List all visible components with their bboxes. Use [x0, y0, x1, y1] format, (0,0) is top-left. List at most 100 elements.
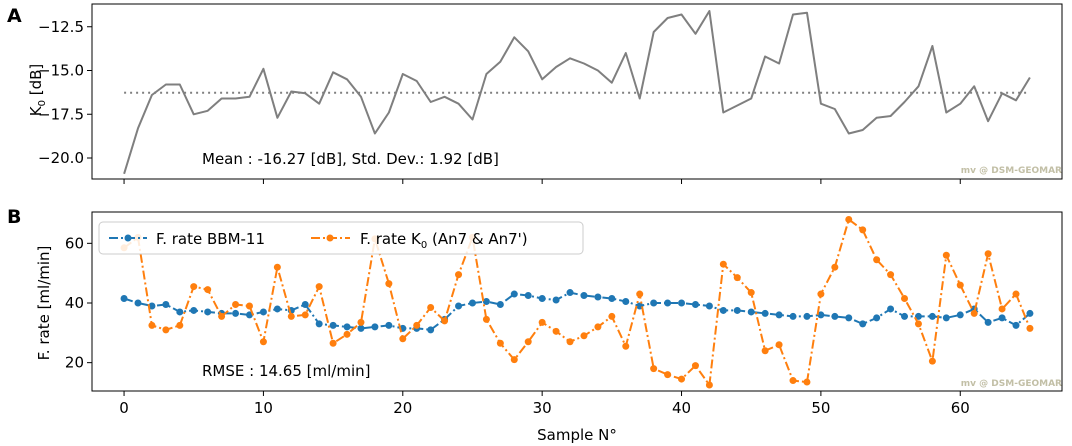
- data-point: [859, 226, 867, 234]
- data-point: [901, 312, 909, 320]
- data-point: [608, 295, 616, 303]
- data-point: [970, 309, 978, 317]
- data-point: [803, 378, 811, 386]
- legend-label-k0: F. rate K0 (An7 & An7'): [360, 230, 528, 251]
- data-point: [845, 215, 853, 223]
- data-point: [594, 323, 602, 331]
- data-point: [538, 318, 546, 326]
- data-point: [928, 357, 936, 365]
- data-point: [873, 314, 881, 322]
- panel-b-frame: [91, 211, 1063, 392]
- data-point: [413, 321, 421, 329]
- data-point: [831, 263, 839, 271]
- panel-a-ylabel: K0 [dB]: [27, 64, 48, 117]
- data-point: [678, 375, 686, 383]
- data-point: [148, 302, 156, 310]
- data-point: [817, 311, 825, 319]
- data-point: [942, 314, 950, 322]
- data-point: [719, 260, 727, 268]
- data-point: [273, 305, 281, 313]
- panel-a-watermark: mv @ DSM-GEOMAR: [961, 166, 1062, 176]
- data-point: [524, 338, 532, 346]
- data-point: [691, 362, 699, 370]
- data-point: [622, 298, 630, 305]
- panel-a-ticks: −20.0 −17.5 −15.0 −12.5: [38, 18, 961, 184]
- panel-b-label: B: [7, 206, 21, 228]
- data-point: [608, 312, 616, 320]
- x-tick-label: 40: [672, 399, 691, 417]
- series-line-b-0: [123, 291, 1031, 331]
- y-tick-label: 60: [65, 234, 84, 252]
- data-point: [343, 330, 351, 338]
- data-point: [984, 250, 992, 258]
- panel-b-ylabel: F. rate [ml/min]: [35, 246, 53, 361]
- data-point: [315, 283, 323, 291]
- legend-label-bbm: F. rate BBM-11: [156, 230, 265, 248]
- data-point: [747, 308, 755, 316]
- data-point: [204, 308, 212, 316]
- data-point: [427, 326, 435, 334]
- panel-a: A K0 [dB] −20.0 −17.5 −15.0 −12.5 Mean : -1…: [7, 3, 1063, 184]
- data-point: [1026, 324, 1034, 332]
- panel-a-frame: [91, 3, 1063, 180]
- data-point: [455, 302, 463, 310]
- y-tick-label: 40: [65, 294, 84, 312]
- data-point: [218, 312, 226, 320]
- data-point: [232, 300, 240, 308]
- data-point: [301, 311, 309, 319]
- data-point: [719, 306, 727, 314]
- data-point: [747, 289, 755, 297]
- data-point: [678, 299, 686, 307]
- data-point: [998, 314, 1006, 322]
- data-point: [468, 299, 476, 307]
- data-point: [803, 312, 811, 320]
- data-point: [705, 381, 713, 389]
- panel-a-series: [123, 10, 1031, 175]
- panel-a-annotation: Mean : -16.27 [dB], Std. Dev.: 1.92 [dB]: [202, 150, 499, 168]
- data-point: [831, 312, 839, 320]
- panel-b: B F. rate [ml/min] 0 10 20 30 40 50 60 20 40 60 R…: [7, 206, 1063, 444]
- data-point: [775, 341, 783, 349]
- legend-label-k0-rest: (An7 & An7'): [427, 230, 527, 248]
- data-point: [427, 303, 435, 311]
- data-point: [887, 271, 895, 279]
- data-point: [789, 377, 797, 385]
- data-point: [873, 256, 881, 264]
- legend-label-k0-sub: 0: [421, 240, 427, 251]
- data-point: [287, 312, 295, 320]
- panel-a-label: A: [7, 5, 22, 27]
- data-point: [496, 300, 504, 308]
- data-point: [636, 290, 644, 298]
- data-point: [259, 308, 267, 316]
- data-point: [120, 295, 128, 303]
- data-point: [204, 286, 212, 294]
- data-point: [441, 317, 449, 325]
- data-point: [901, 295, 909, 303]
- data-point: [859, 320, 867, 328]
- data-point: [845, 314, 853, 322]
- data-point: [566, 289, 574, 297]
- data-point: [650, 299, 658, 307]
- data-point: [259, 338, 267, 346]
- data-point: [705, 302, 713, 310]
- data-point: [399, 335, 407, 343]
- data-point: [273, 263, 281, 271]
- data-point: [664, 299, 672, 307]
- data-point: [496, 339, 504, 347]
- data-point: [190, 306, 198, 314]
- panel-a-ylabel-sub: 0: [37, 100, 48, 106]
- y-tick-label: −15.0: [38, 62, 84, 80]
- data-point: [482, 298, 490, 305]
- data-point: [385, 321, 393, 329]
- data-point: [315, 320, 323, 328]
- data-point: [761, 347, 769, 355]
- data-point: [538, 295, 546, 303]
- data-point: [1026, 309, 1034, 317]
- data-point: [1012, 321, 1020, 329]
- panel-a-ylabel-main: K: [27, 105, 45, 116]
- data-point: [371, 323, 379, 331]
- legend: F. rate BBM-11 F. rate K0 (An7 & An7'): [98, 221, 584, 255]
- data-point: [176, 321, 184, 329]
- data-point: [176, 308, 184, 316]
- data-point: [385, 280, 393, 288]
